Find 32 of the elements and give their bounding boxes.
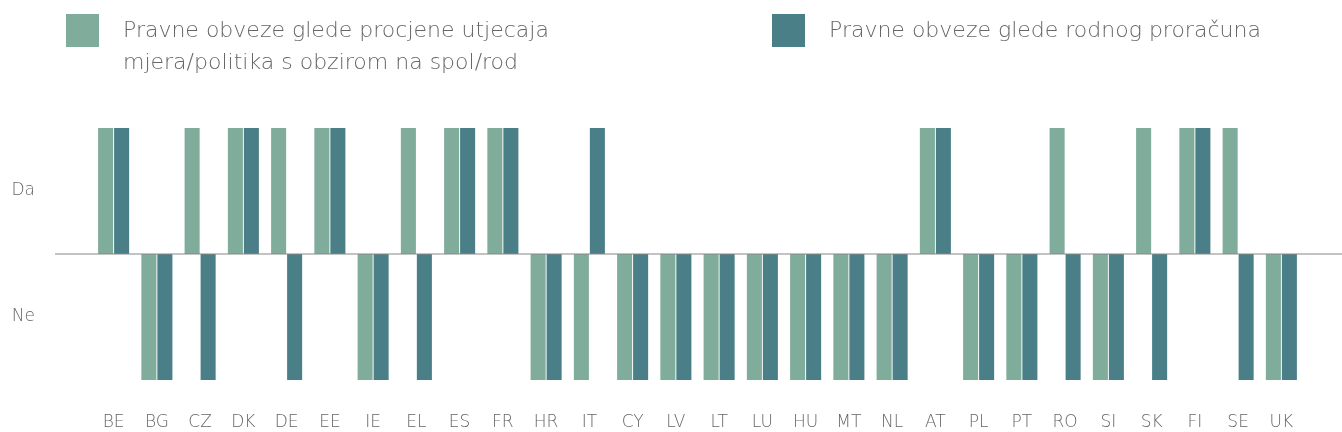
x-tick-label: AT [925,410,947,431]
x-tick-label: SK [1140,410,1163,431]
x-tick-label: LV [666,410,686,431]
legend-label: Pravne obveze glede procjene utjecaja mjera/politika s obzirom na spol/rod [123,16,550,76]
x-tick-label: DE [274,410,299,431]
x-tick-label: LT [710,410,729,431]
text: Ne [11,305,35,326]
x-tick-label: SI [1100,410,1117,431]
x-tick-label: IE [365,410,382,431]
x-tick-label: EL [406,410,427,431]
x-tick-label: CY [621,410,644,431]
x-tick-label: BE [102,410,125,431]
x-tick-label: MT [836,410,863,431]
x-tick-label: UK [1269,410,1294,431]
x-tick-label: IT [581,410,598,431]
x-tick-label: LU [751,410,773,431]
x-tick-label: BG [144,410,169,431]
x-tick-label: FI [1187,410,1203,431]
x-tick-label: FR [492,410,514,431]
x-tick-label: PL [968,410,989,431]
x-tick-label: NL [881,410,904,431]
x-tick-label: HR [533,410,559,431]
x-tick-label: HU [793,410,819,431]
x-tick-label: PT [1011,410,1033,431]
x-tick-label: EE [319,410,341,431]
x-tick-label: SE [1227,410,1249,431]
x-tick-label: RO [1052,410,1078,431]
x-tick-label: ES [448,410,471,431]
text: Da [11,179,35,200]
x-tick-label: DK [231,410,256,431]
legend-label: Pravne obveze glede rodnog proračuna [829,16,1261,44]
x-tick-label: CZ [188,410,212,431]
